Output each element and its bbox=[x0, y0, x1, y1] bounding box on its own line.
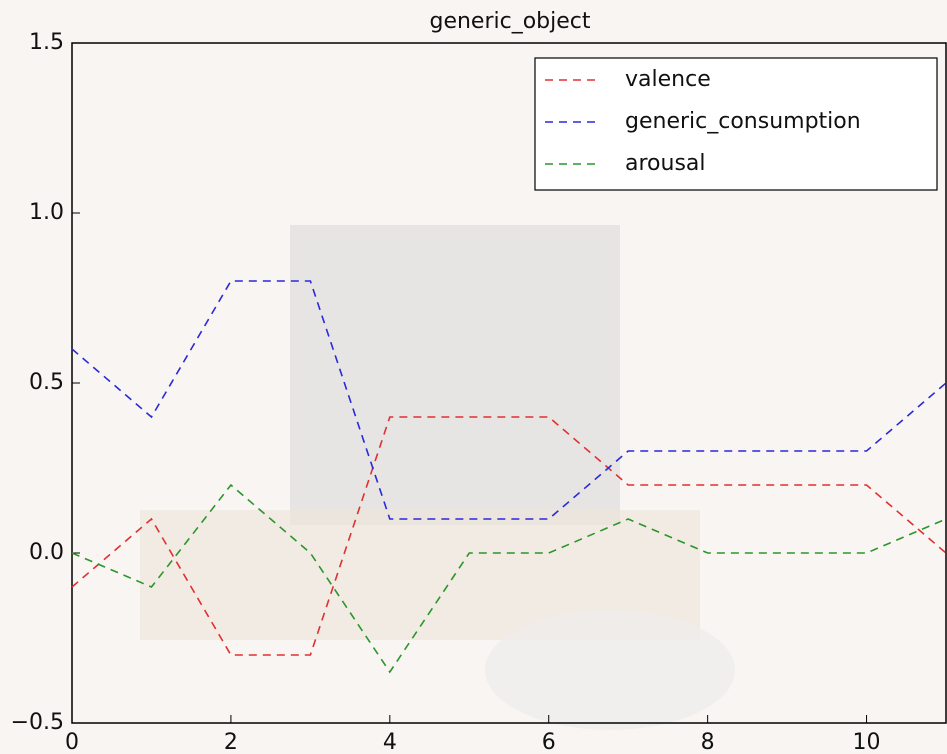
x-tick-label: 0 bbox=[65, 730, 79, 754]
legend-label: valence bbox=[625, 67, 711, 92]
x-tick-label: 6 bbox=[542, 730, 556, 754]
x-tick-label: 8 bbox=[701, 730, 715, 754]
y-tick-label: 1.5 bbox=[29, 30, 64, 55]
x-tick-label: 2 bbox=[224, 730, 238, 754]
legend-label: arousal bbox=[625, 151, 706, 176]
y-tick-label: 0.5 bbox=[29, 370, 64, 395]
line-series bbox=[71, 416, 947, 656]
chart-title: generic_object bbox=[429, 9, 590, 34]
y-tick-label: −0.5 bbox=[11, 710, 64, 735]
line-series bbox=[71, 483, 947, 674]
y-tick-label: 1.0 bbox=[29, 200, 64, 225]
y-tick-label: 0.0 bbox=[29, 540, 64, 565]
legend-label: generic_consumption bbox=[625, 109, 861, 134]
line-series bbox=[71, 280, 947, 520]
photo-tv bbox=[290, 225, 620, 525]
x-tick-label: 4 bbox=[383, 730, 397, 754]
legend-box bbox=[534, 57, 938, 191]
photo-stool bbox=[485, 610, 735, 730]
x-tick-label: 10 bbox=[853, 730, 881, 754]
